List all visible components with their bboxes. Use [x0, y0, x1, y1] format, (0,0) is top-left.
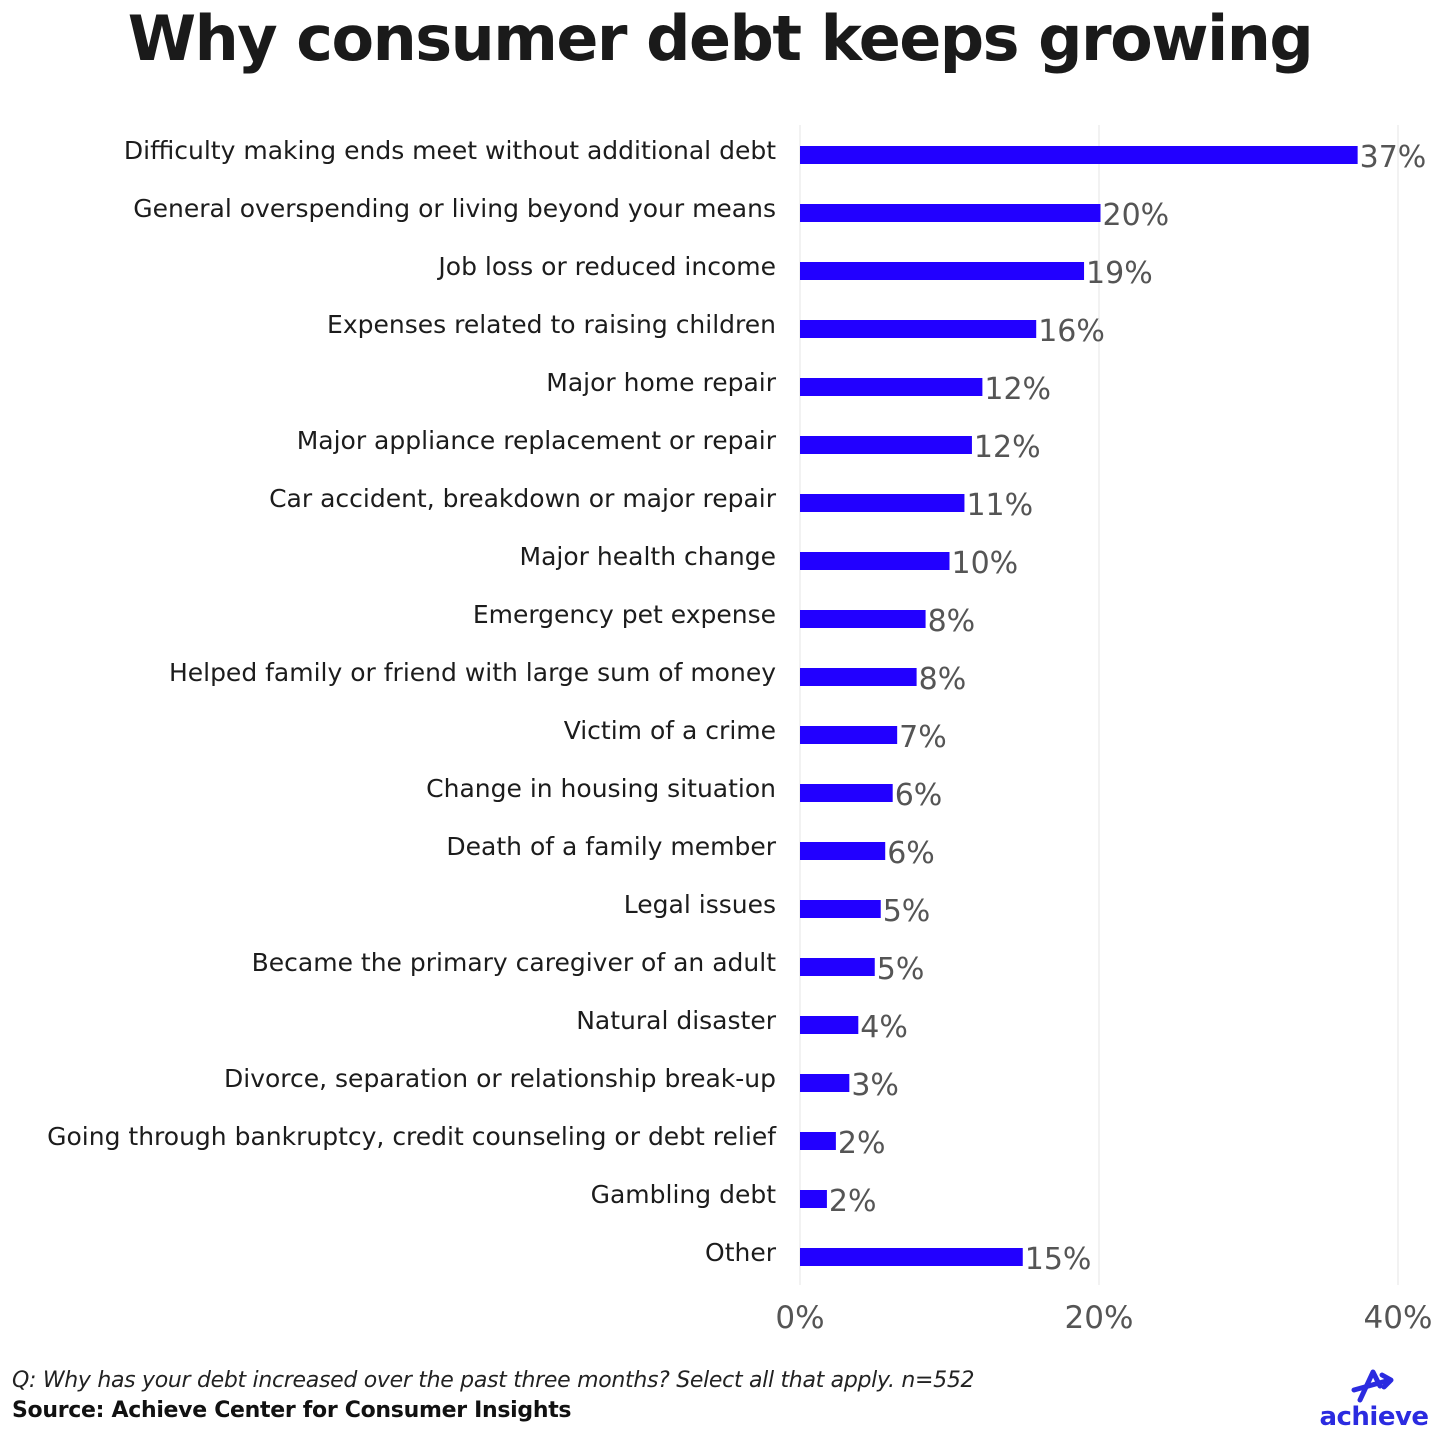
bar: [800, 378, 983, 396]
bar: [800, 1074, 850, 1092]
value-label: 2%: [838, 1126, 886, 1161]
bar: [800, 320, 1037, 338]
category-label: Legal issues: [624, 890, 776, 919]
value-label: 16%: [1038, 314, 1105, 349]
bar: [800, 610, 926, 628]
category-label: Difficulty making ends meet without addi…: [124, 136, 776, 165]
category-label: Major appliance replacement or repair: [297, 426, 777, 455]
bar: [800, 204, 1101, 222]
logo-wordmark: achieve: [1319, 1402, 1429, 1432]
value-label: 6%: [895, 778, 943, 813]
source-note: Source: Achieve Center for Consumer Insi…: [12, 1398, 572, 1423]
bar: [800, 552, 950, 570]
value-label: 19%: [1086, 256, 1153, 291]
value-label: 7%: [899, 720, 947, 755]
bar: [800, 1248, 1023, 1266]
category-label: General overspending or living beyond yo…: [133, 194, 776, 223]
x-tick-label: 0%: [775, 1300, 824, 1336]
value-label: 8%: [928, 604, 976, 639]
category-label: Emergency pet expense: [473, 600, 776, 629]
category-label: Helped family or friend with large sum o…: [169, 658, 776, 687]
bars: [800, 146, 1358, 1266]
value-label: 11%: [966, 488, 1033, 523]
category-label: Natural disaster: [576, 1006, 777, 1035]
bar: [800, 436, 972, 454]
bar: [800, 262, 1085, 280]
category-label: Job loss or reduced income: [436, 252, 776, 281]
value-label: 2%: [829, 1184, 877, 1219]
x-tick-label: 40%: [1364, 1300, 1433, 1336]
value-label: 8%: [919, 662, 967, 697]
value-label: 10%: [952, 546, 1019, 581]
bar: [800, 958, 875, 976]
value-label: 12%: [974, 430, 1041, 465]
bar: [800, 726, 898, 744]
bar: [800, 1132, 836, 1150]
bar: [800, 146, 1358, 164]
bar: [800, 900, 881, 918]
x-tick-label: 20%: [1065, 1300, 1134, 1336]
value-label: 20%: [1102, 198, 1169, 233]
bar-chart: Difficulty making ends meet without addi…: [47, 125, 1432, 1336]
chart-title: Why consumer debt keeps growing: [127, 2, 1314, 75]
bar: [800, 1016, 859, 1034]
category-label: Death of a family member: [446, 832, 776, 861]
bar: [800, 668, 917, 686]
category-label: Major health change: [520, 542, 776, 571]
x-axis-ticks: 0% 20% 40%: [775, 1300, 1432, 1336]
category-label: Gambling debt: [591, 1180, 777, 1209]
survey-question: Q: Why has your debt increased over the …: [12, 1368, 975, 1393]
value-label: 4%: [860, 1010, 908, 1045]
bar: [800, 842, 886, 860]
value-label: 5%: [877, 952, 925, 987]
bar: [800, 494, 965, 512]
category-label: Victim of a crime: [564, 716, 776, 745]
category-label: Car accident, breakdown or major repair: [269, 484, 777, 513]
achieve-arrow-icon: [1351, 1369, 1394, 1403]
category-label: Divorce, separation or relationship brea…: [224, 1064, 776, 1093]
bar: [800, 784, 893, 802]
value-label: 15%: [1025, 1242, 1092, 1277]
category-label: Became the primary caregiver of an adult: [252, 948, 777, 977]
bar: [800, 1190, 827, 1208]
category-label: Change in housing situation: [426, 774, 776, 803]
value-label: 12%: [984, 372, 1051, 407]
value-label: 5%: [883, 894, 931, 929]
category-labels: Difficulty making ends meet without addi…: [47, 136, 777, 1267]
category-label: Expenses related to raising children: [327, 310, 776, 339]
value-labels: 37% 20% 19% 16% 12% 12% 11% 10% 8% 8% 7% 6% 6% 5% 5% 4%…: [829, 140, 1426, 1277]
category-label: Major home repair: [546, 368, 776, 397]
achieve-logo: achieve: [1318, 1366, 1430, 1436]
value-label: 37%: [1360, 140, 1427, 175]
value-label: 6%: [887, 836, 935, 871]
value-label: 3%: [851, 1068, 899, 1103]
category-label: Going through bankruptcy, credit counsel…: [47, 1122, 777, 1151]
grid-lines: [799, 125, 1399, 1285]
category-label: Other: [705, 1238, 777, 1267]
